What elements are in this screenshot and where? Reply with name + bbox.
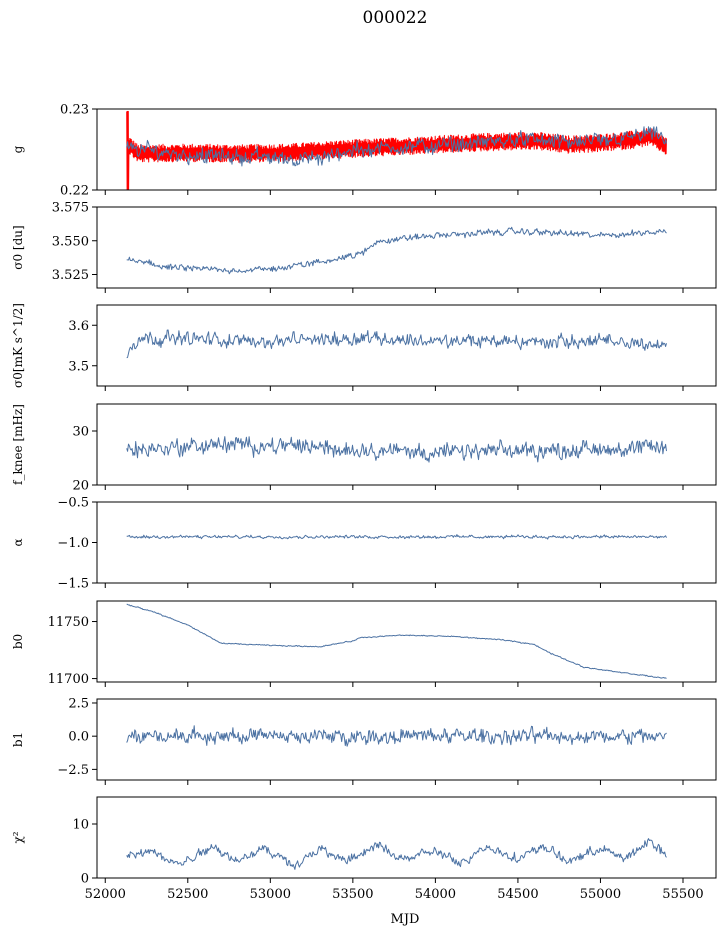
y-axis-label: χ² xyxy=(11,831,25,843)
subplot-2: 3.525 3.550 3.575 σ0 [du] xyxy=(11,201,717,293)
y-axis-label: f_knee [mHz] xyxy=(11,404,25,485)
axes-frame xyxy=(96,304,717,387)
y-axis-label: σ0 [du] xyxy=(11,225,25,269)
x-tick-label: 55000 xyxy=(580,887,621,902)
axes-frame xyxy=(96,501,717,584)
y-tick-label: −1.0 xyxy=(57,536,89,551)
y-axis-label: b1 xyxy=(11,732,25,747)
subplot-8: 0 10 52000 52500 53000 53500 54000 54500 55000 55… xyxy=(11,796,717,902)
x-tick-label: 53500 xyxy=(332,887,373,902)
y-tick-label: −1.5 xyxy=(57,577,89,592)
y-tick-label: 11700 xyxy=(48,672,89,687)
y-tick-label: 3.550 xyxy=(52,234,89,249)
axes-frame xyxy=(96,403,717,486)
series-line-blue xyxy=(126,534,667,540)
y-tick-label: 0.0 xyxy=(68,730,89,745)
y-tick-label: −2.5 xyxy=(57,763,89,778)
y-tick-label: 3.575 xyxy=(52,201,89,216)
x-tick-label: 52000 xyxy=(85,887,126,902)
y-tick-label: 2.5 xyxy=(68,696,89,711)
subplot-6: 11700 11750 b0 xyxy=(11,600,717,687)
x-tick-label: 52500 xyxy=(167,887,208,902)
y-axis-label: g xyxy=(11,145,25,153)
y-tick-label: 0.22 xyxy=(60,184,89,199)
y-axis-label: α xyxy=(11,538,25,546)
series-line-blue xyxy=(126,725,667,747)
series-line-blue xyxy=(126,329,667,359)
y-tick-label: 3.6 xyxy=(68,319,89,334)
subplot-stack: 0.22 0.23 g 3.525 3.550 3.575 σ0 [du] 3.5 3.6 σ0[… xyxy=(11,103,717,902)
x-tick-label: 54000 xyxy=(415,887,456,902)
x-tick-label: 55500 xyxy=(662,887,703,902)
subplot-1: 0.22 0.23 g xyxy=(11,103,717,199)
series-line-blue xyxy=(126,226,667,275)
series-line-blue xyxy=(126,838,667,870)
subplot-3: 3.5 3.6 σ0[mK s^1/2] xyxy=(11,303,717,391)
x-axis-label: MJD xyxy=(391,912,420,927)
axes-frame xyxy=(96,108,717,191)
y-axis-label: σ0[mK s^1/2] xyxy=(11,303,25,388)
y-tick-label: −0.5 xyxy=(57,496,89,511)
y-tick-label: 0 xyxy=(81,872,89,887)
y-tick-label: 20 xyxy=(72,479,89,494)
series-line-blue xyxy=(126,436,667,463)
chart-title: 000022 xyxy=(363,8,428,28)
y-tick-label: 0.23 xyxy=(60,103,89,118)
y-tick-label: 30 xyxy=(72,425,89,440)
series-line-blue xyxy=(126,126,667,167)
subplot-5: −1.5 −1.0 −0.5 α xyxy=(11,496,717,592)
y-tick-label: 3.525 xyxy=(52,268,89,283)
y-tick-label: 10 xyxy=(72,818,89,833)
y-axis-label: b0 xyxy=(11,634,25,649)
x-tick-label: 54500 xyxy=(497,887,538,902)
subplot-4: 20 30 f_knee [mHz] xyxy=(11,403,717,494)
series-line-blue xyxy=(126,603,667,679)
y-tick-label: 3.5 xyxy=(68,359,89,374)
axes-frame xyxy=(96,600,717,683)
axes-frame xyxy=(96,698,717,781)
axes-frame xyxy=(96,206,717,289)
y-tick-label: 11750 xyxy=(48,615,89,630)
x-tick-label: 53000 xyxy=(250,887,291,902)
subplot-7: −2.5 0.0 2.5 b1 xyxy=(11,696,717,785)
axes-frame xyxy=(96,796,717,879)
